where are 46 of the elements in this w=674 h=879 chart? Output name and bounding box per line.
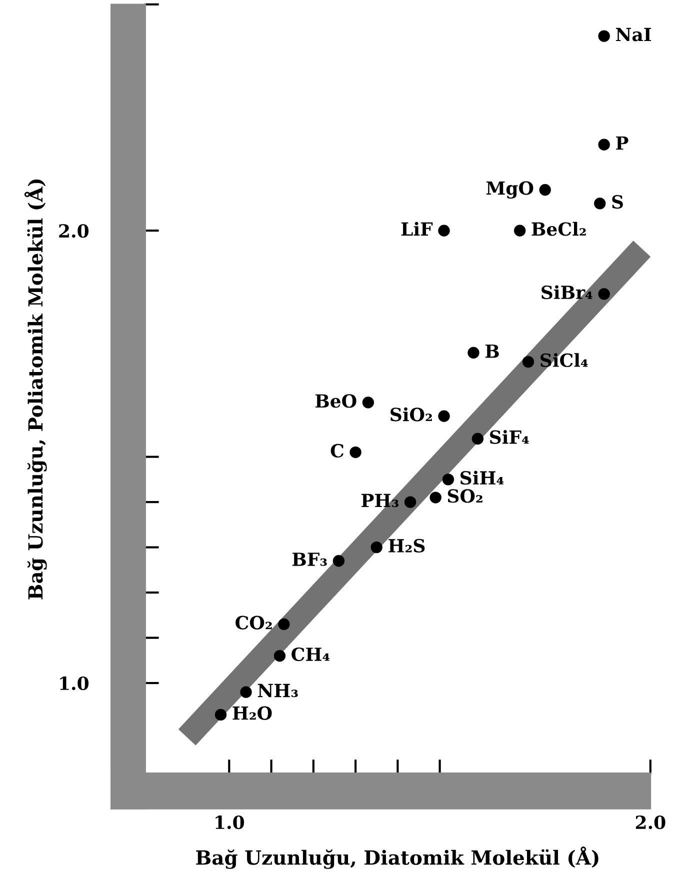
point: [278, 618, 290, 630]
point: [332, 555, 345, 567]
annotation: NaI: [616, 28, 652, 42]
annotation: B: [485, 344, 499, 358]
annotation: BeCl₂: [532, 222, 586, 236]
point: [350, 446, 362, 458]
annotation: LiF: [401, 222, 433, 236]
x-axis-title: Bağ Uzunluğu, Diatomik Molekül (Å): [196, 846, 598, 869]
point: [522, 356, 534, 368]
point: [598, 138, 610, 150]
annotation: SiCl₄: [540, 353, 588, 368]
point: [438, 224, 450, 236]
annotation: BeO: [315, 394, 356, 408]
point: [362, 396, 374, 408]
point: [214, 708, 227, 721]
point: [370, 541, 382, 554]
annotation: NH₃: [258, 684, 298, 698]
point: [598, 30, 610, 42]
annotation: SiO₂: [390, 407, 432, 422]
annotation: C: [330, 444, 344, 458]
point: [539, 184, 551, 196]
annotation: CO₂: [236, 616, 272, 630]
point: [438, 410, 450, 422]
annotation: SO₂: [448, 489, 482, 503]
annotation: PH₃: [361, 494, 398, 508]
annotation: S: [612, 195, 623, 209]
annotation: MgO: [486, 181, 534, 199]
point: [472, 432, 484, 445]
annotation: BF₃: [292, 552, 327, 566]
annotation: P: [616, 136, 628, 150]
point: [514, 224, 526, 236]
annotation: H₂S: [388, 538, 425, 553]
annotation: SiH₄: [460, 470, 504, 485]
point: [594, 198, 606, 210]
y-axis-title: Bağ Uzunluğu, Poliatomik Molekül (Å): [24, 180, 47, 600]
point: [404, 496, 416, 508]
point: [274, 650, 286, 662]
annotation: CH₄: [292, 647, 330, 662]
annotation: SiBr₄: [542, 285, 592, 300]
point: [468, 346, 480, 359]
point: [598, 288, 610, 300]
point: [240, 686, 252, 698]
annotation: SiF₄: [490, 430, 529, 444]
point: [442, 474, 454, 486]
point: [430, 492, 442, 504]
annotation: H₂O: [232, 706, 272, 720]
